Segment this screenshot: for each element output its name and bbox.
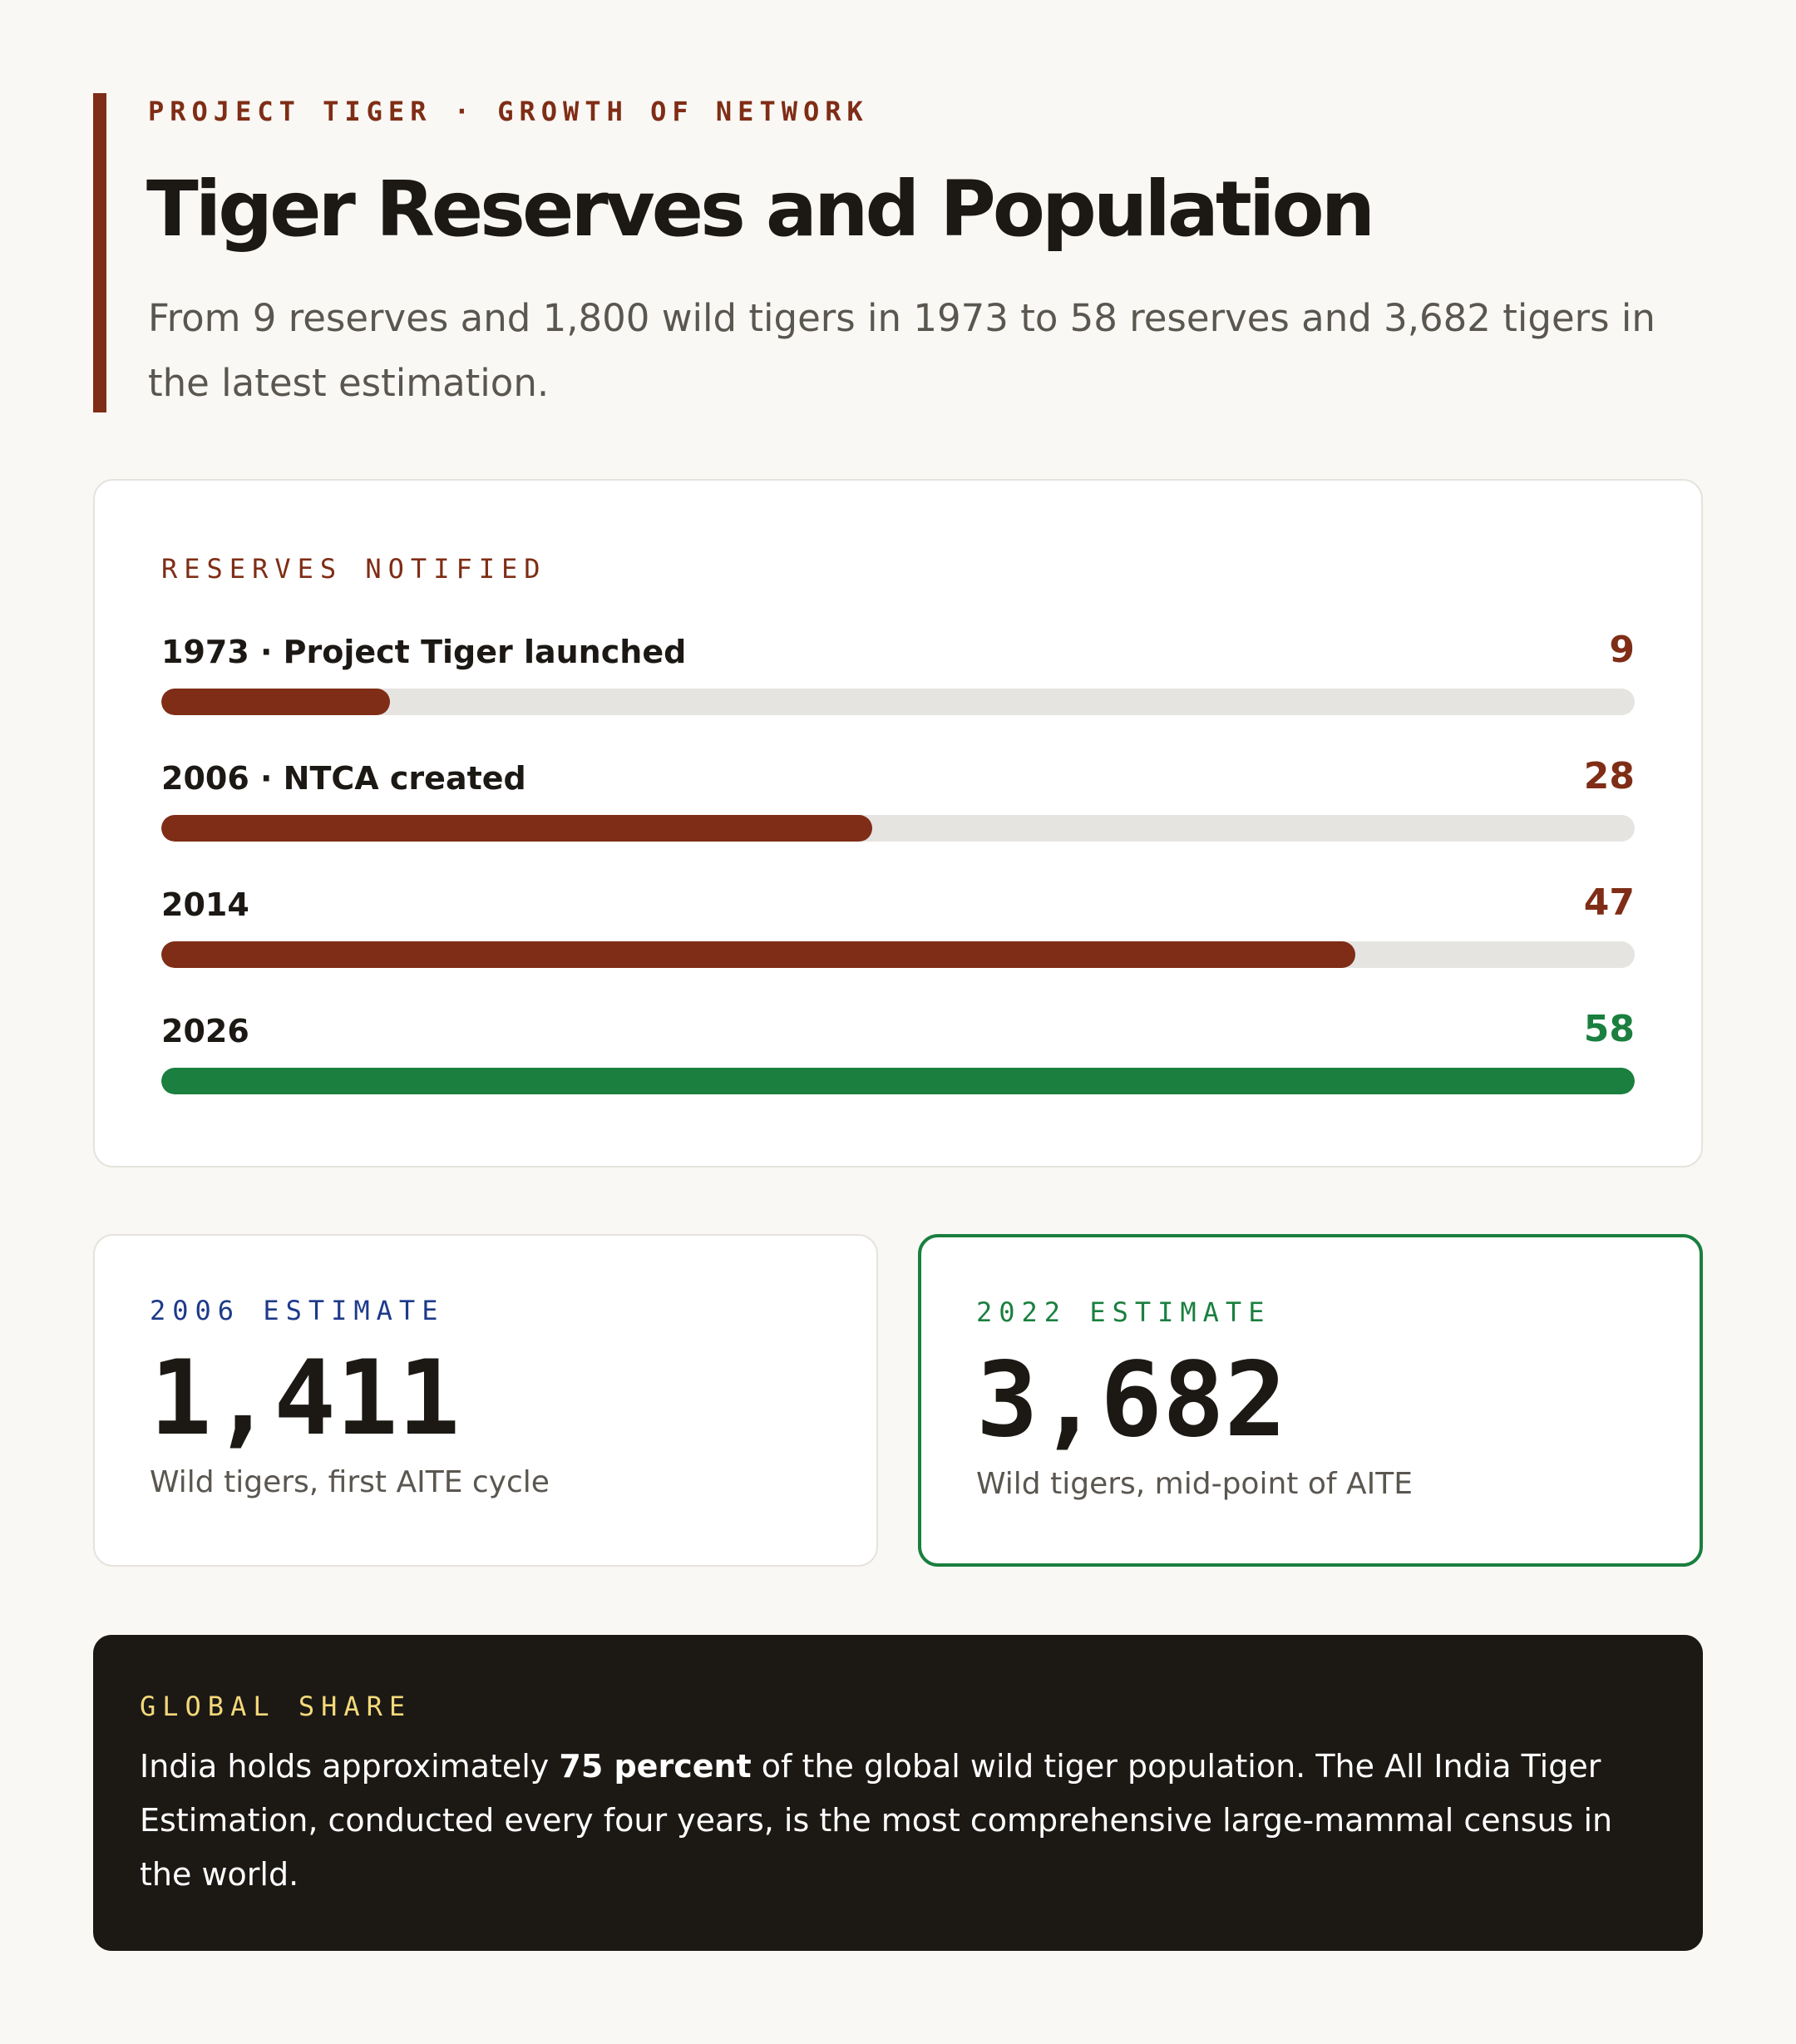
bar xyxy=(161,689,390,715)
bar xyxy=(161,1068,1635,1094)
stat-label: 2006 ESTIMATE xyxy=(150,1295,445,1326)
global-share-highlight: 75 percent xyxy=(559,1748,752,1785)
bar-track xyxy=(161,815,1635,842)
bar-track xyxy=(161,689,1635,715)
stat-caption: Wild tigers, mid-point of AITE xyxy=(976,1467,1413,1501)
bar-label: 2006 · NTCA created xyxy=(161,760,526,797)
bar-value-label: 58 xyxy=(1583,1008,1635,1050)
global-share-label: GLOBAL SHARE xyxy=(140,1691,412,1722)
global-share-text-after: of the global wild tiger population. The… xyxy=(140,1748,1613,1893)
bar-label: 2026 xyxy=(161,1013,249,1049)
page-subtitle: From 9 reserves and 1,800 wild tigers in… xyxy=(148,296,1655,405)
bar-row: 2006 · NTCA created 28 xyxy=(161,755,1635,855)
bar-value-label: 9 xyxy=(1609,629,1635,671)
global-share-text: India holds approximately 75 percent of … xyxy=(140,1740,1663,1902)
bar-track xyxy=(161,941,1635,968)
bar-label: 1973 · Project Tiger launched xyxy=(161,634,687,670)
bar-track xyxy=(161,1068,1635,1094)
page-title: Tiger Reserves and Population xyxy=(146,165,1375,254)
stat-label: 2022 ESTIMATE xyxy=(976,1296,1271,1328)
bar-label: 2014 xyxy=(161,886,249,923)
bar xyxy=(161,815,873,842)
bar-row: 2026 58 xyxy=(161,1008,1635,1108)
bar-value-label: 47 xyxy=(1583,881,1635,924)
bar-value-label: 28 xyxy=(1583,755,1635,797)
stat-card-2006: 2006 ESTIMATE 1,411 Wild tigers, first A… xyxy=(93,1234,878,1567)
chart-title: RESERVES NOTIFIED xyxy=(161,553,547,585)
stat-value: 3,682 xyxy=(976,1340,1287,1460)
bar xyxy=(161,941,1355,968)
global-share-card: GLOBAL SHARE India holds approximately 7… xyxy=(93,1635,1703,1951)
stat-value: 1,411 xyxy=(150,1339,461,1459)
eyebrow-label: PROJECT TIGER · GROWTH OF NETWORK xyxy=(148,96,869,127)
stat-card-2022: 2022 ESTIMATE 3,682 Wild tigers, mid-poi… xyxy=(918,1234,1703,1567)
stat-caption: Wild tigers, first AITE cycle xyxy=(150,1465,550,1499)
page-header: PROJECT TIGER · GROWTH OF NETWORK Tiger … xyxy=(93,93,1706,412)
bar-row: 1973 · Project Tiger launched 9 xyxy=(161,629,1635,728)
reserves-chart-card: RESERVES NOTIFIED 1973 · Project Tiger l… xyxy=(93,479,1703,1168)
global-share-text-before: India holds approximately xyxy=(140,1748,560,1785)
bar-row: 2014 47 xyxy=(161,881,1635,981)
